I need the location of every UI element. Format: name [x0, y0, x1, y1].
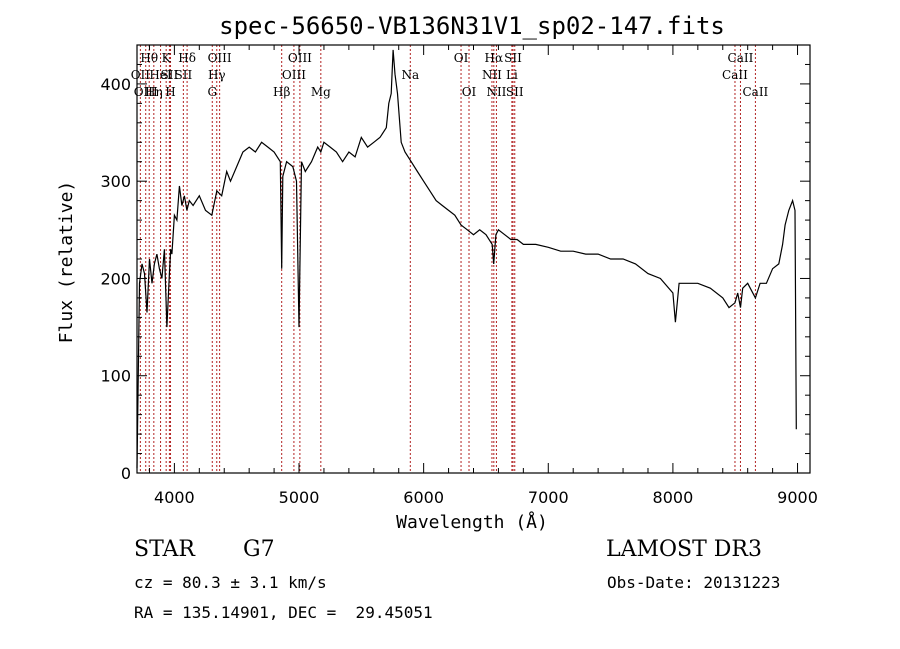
chart-title: spec-56650-VB136N31V1_sp02-147.fits [219, 12, 725, 40]
line-label-25: SII [506, 85, 524, 99]
line-label-9: SII [175, 68, 193, 82]
y-tick-label-2: 200 [100, 269, 131, 288]
spectrum-line [136, 49, 797, 469]
y-axis-ticks: 0 100 200 300 400 [100, 44, 810, 483]
line-label-23: SII [504, 51, 522, 65]
line-label-3: Hη [145, 85, 163, 99]
y-tick-label-1: 100 [100, 367, 131, 386]
line-label-24: Li [506, 68, 518, 82]
line-label-10: OIII [208, 51, 232, 65]
line-label-2: OIII [134, 85, 158, 99]
object-type: STAR [134, 537, 195, 562]
x-axis-ticks: 4000 5000 6000 7000 8000 9000 [148, 45, 818, 507]
line-label-8: Hδ [178, 51, 196, 65]
coordinates: RA = 135.14901, DEC = 29.45051 [134, 603, 433, 622]
line-label-4: HeI [149, 68, 172, 82]
line-label-0: Hθ [140, 51, 158, 65]
line-label-18: OI [454, 51, 469, 65]
line-label-5: K [162, 51, 172, 65]
object-subclass: G7 [243, 537, 275, 562]
line-label-16: Mg [311, 85, 331, 99]
plot-frame [136, 44, 811, 474]
survey-name: LAMOST DR3 [606, 537, 762, 562]
y-tick-label-0: 0 [121, 464, 131, 483]
x-tick-label-2: 6000 [403, 488, 444, 507]
line-label-11: Hγ [208, 68, 226, 82]
y-tick-label-3: 300 [100, 172, 131, 191]
redshift-velocity: cz = 80.3 ± 3.1 km/s [134, 573, 327, 592]
spectral-line-markers [139, 45, 756, 473]
line-label-27: CaII [722, 68, 748, 82]
y-axis-label: Flux (relative) [56, 181, 77, 344]
line-label-14: OIII [288, 51, 312, 65]
line-label-19: OI [462, 85, 477, 99]
line-label-28: CaII [742, 85, 768, 99]
x-tick-label-4: 8000 [653, 488, 694, 507]
line-label-12: G [207, 85, 217, 99]
line-label-17: Na [401, 68, 419, 82]
x-axis-label: Wavelength (Å) [396, 511, 548, 533]
y-tick-label-4: 400 [100, 75, 131, 94]
line-label-15: OIII [282, 68, 306, 82]
line-label-21: NII [482, 68, 502, 82]
observation-date: Obs-Date: 20131223 [607, 573, 781, 592]
line-label-6: SII [161, 68, 179, 82]
line-label-22: NII [486, 85, 506, 99]
x-tick-label-0: 4000 [154, 488, 195, 507]
line-label-1: OII [131, 68, 151, 82]
x-tick-label-3: 7000 [528, 488, 569, 507]
line-label-26: CaII [728, 51, 754, 65]
line-label-20: Hα [485, 51, 504, 65]
x-tick-label-1: 5000 [279, 488, 320, 507]
line-label-7: H [165, 85, 175, 99]
x-tick-label-5: 9000 [777, 488, 818, 507]
line-label-13: Hβ [273, 85, 290, 99]
